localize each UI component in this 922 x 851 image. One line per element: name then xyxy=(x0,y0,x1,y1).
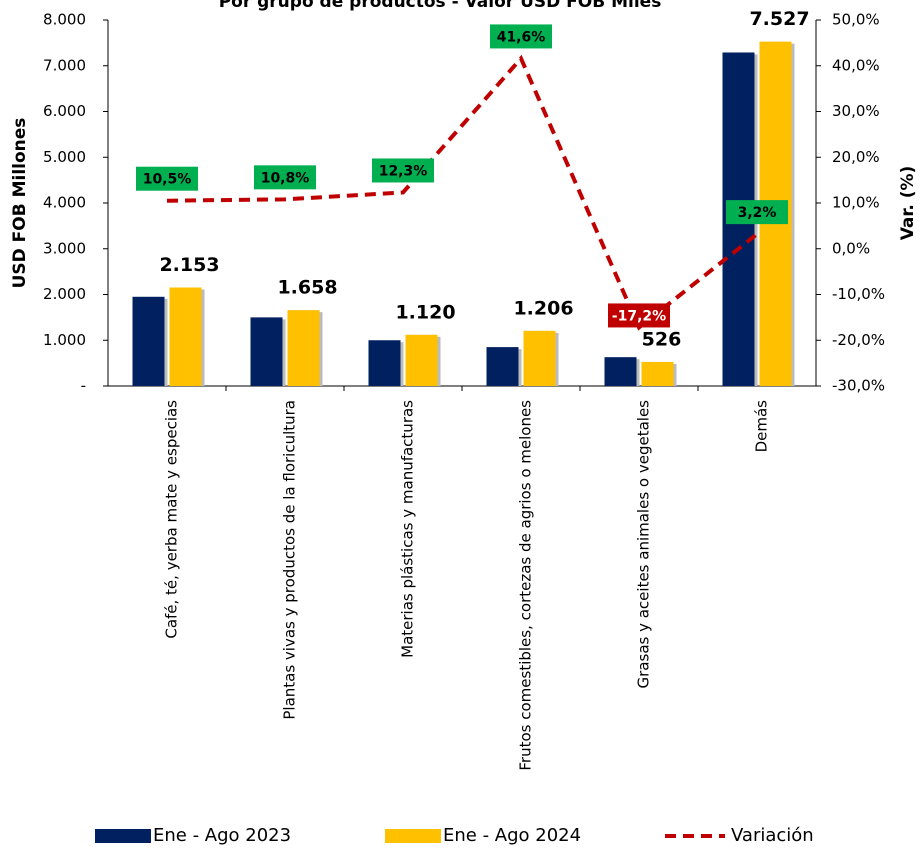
data-label: 1.658 xyxy=(277,277,337,299)
y2-tick-label: -10,0% xyxy=(832,285,885,303)
y-tick-label: 8.000 xyxy=(43,11,86,29)
chart-title: Por grupo de productos - Valor USD FOB M… xyxy=(219,0,662,12)
y-tick-label: - xyxy=(81,377,86,395)
y2-tick-label: -20,0% xyxy=(832,331,885,349)
bar xyxy=(604,357,637,386)
data-label: 41,6% xyxy=(497,29,546,45)
bar xyxy=(368,340,401,386)
y-axis-label: USD FOB Millones xyxy=(10,118,30,289)
data-label-box xyxy=(254,165,316,190)
legend-label: Ene - Ago 2024 xyxy=(443,825,581,846)
data-label: 3,2% xyxy=(738,205,777,221)
bar xyxy=(486,347,519,386)
x-tick-label: Materias plásticas y manufacturas xyxy=(399,400,417,658)
y-tick-label: 2.000 xyxy=(43,285,86,303)
y2-tick-label: 50,0% xyxy=(832,11,880,29)
legend-label: Variación xyxy=(731,825,814,846)
legend-swatch xyxy=(385,829,441,843)
y2-tick-label: -30,0% xyxy=(832,377,885,395)
bar xyxy=(641,361,674,386)
x-tick-label: Demás xyxy=(753,400,771,453)
data-label-box xyxy=(372,158,434,183)
data-label: 1.120 xyxy=(395,301,455,323)
bar xyxy=(132,296,165,386)
legend-label: Ene - Ago 2023 xyxy=(153,825,291,846)
data-label: 526 xyxy=(642,328,682,350)
data-label-box xyxy=(136,166,198,191)
bar xyxy=(405,334,438,386)
y-tick-label: 7.000 xyxy=(43,56,86,74)
y2-tick-label: 10,0% xyxy=(832,194,880,212)
data-label: 7.527 xyxy=(749,8,809,30)
y-tick-label: 5.000 xyxy=(43,148,86,166)
data-label-box xyxy=(490,24,552,49)
y2-tick-label: 40,0% xyxy=(832,56,880,74)
x-tick-label: Café, té, yerba mate y especias xyxy=(163,400,181,639)
data-label: 10,8% xyxy=(261,170,310,186)
bar xyxy=(523,330,556,386)
y-tick-label: 4.000 xyxy=(43,194,86,212)
bar xyxy=(287,310,320,386)
data-label: 12,3% xyxy=(379,163,428,179)
data-label-box xyxy=(608,303,670,328)
data-label: 2.153 xyxy=(159,254,219,276)
y-tick-label: 3.000 xyxy=(43,239,86,257)
x-tick-label: Grasas y aceites animales o vegetales xyxy=(635,400,653,689)
data-label: 1.206 xyxy=(513,297,573,319)
data-label: 10,5% xyxy=(143,172,192,188)
line xyxy=(166,54,759,331)
y2-axis-label: Var. (%) xyxy=(898,166,918,241)
x-tick-label: Plantas vivas y productos de la floricul… xyxy=(281,400,299,720)
y-tick-label: 1.000 xyxy=(43,331,86,349)
y-tick-label: 6.000 xyxy=(43,102,86,120)
x-tick-label: Frutos comestibles, cortezas de agrios o… xyxy=(517,400,535,771)
legend-swatch xyxy=(95,829,151,843)
y2-tick-label: 30,0% xyxy=(832,102,880,120)
bar xyxy=(169,287,202,386)
data-label-box xyxy=(726,200,788,225)
y2-tick-label: 20,0% xyxy=(832,148,880,166)
data-label: -17,2% xyxy=(612,308,666,324)
y2-tick-label: 0,0% xyxy=(832,239,870,257)
bar xyxy=(250,317,283,386)
